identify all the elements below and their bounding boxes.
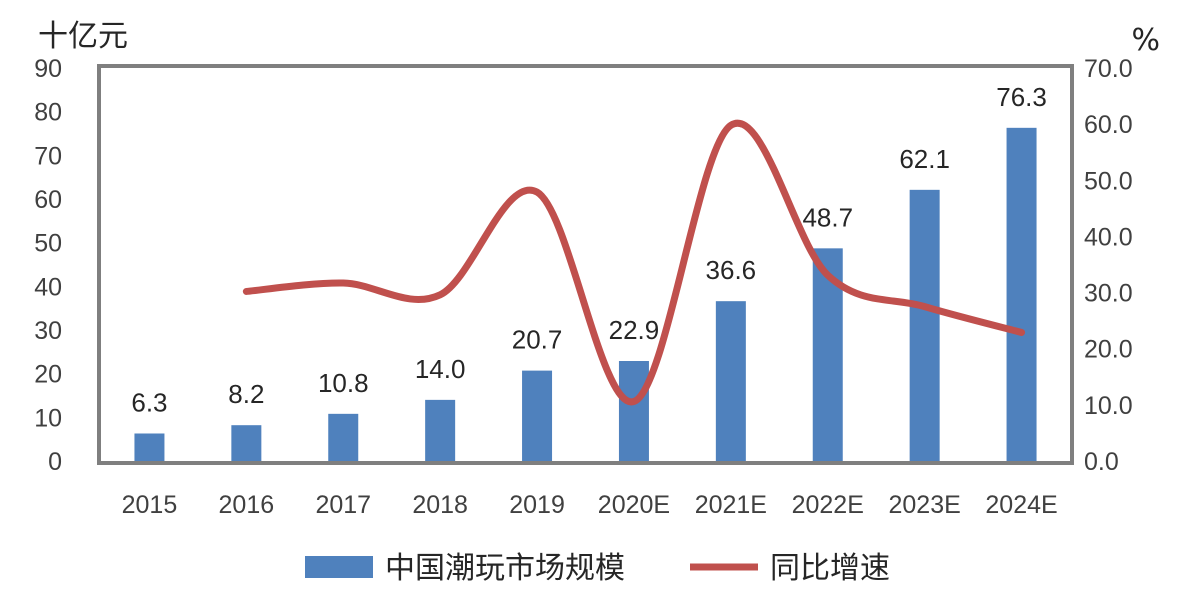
x-tick-label: 2016 bbox=[219, 491, 275, 519]
left-tick-label: 70 bbox=[34, 142, 62, 170]
left-tick-label: 50 bbox=[34, 230, 62, 258]
bar bbox=[134, 433, 165, 461]
right-tick-label: 60.0 bbox=[1084, 111, 1133, 139]
right-tick-label: 40.0 bbox=[1084, 223, 1133, 251]
bar-value-label: 20.7 bbox=[512, 325, 563, 355]
plot-area-border bbox=[97, 64, 1074, 465]
growth-line bbox=[242, 119, 1026, 406]
bar-value-label: 10.8 bbox=[318, 368, 369, 398]
x-tick-label: 2021E bbox=[695, 491, 767, 519]
bar bbox=[1006, 127, 1037, 461]
right-tick-label: 20.0 bbox=[1084, 336, 1133, 364]
legend-line-label: 同比增速 bbox=[770, 551, 890, 586]
left-axis-unit: 十亿元 bbox=[38, 19, 128, 54]
right-tick-label: 30.0 bbox=[1084, 280, 1133, 308]
bar-value-label: 6.3 bbox=[131, 387, 167, 417]
bar-value-label: 14.0 bbox=[415, 354, 466, 384]
bar bbox=[715, 301, 746, 461]
right-axis: 0.0 10.0 20.0 30.0 40.0 50.0 60.0 70.0 bbox=[1084, 55, 1133, 476]
bar-value-label: 48.7 bbox=[802, 202, 853, 232]
x-tick-label: 2018 bbox=[412, 491, 468, 519]
bar-value-label: 22.9 bbox=[609, 315, 660, 345]
bar-value-label: 76.3 bbox=[996, 82, 1047, 112]
left-tick-label: 30 bbox=[34, 317, 62, 345]
legend-bar-swatch bbox=[305, 556, 373, 578]
right-tick-label: 0.0 bbox=[1084, 448, 1119, 476]
right-tick-label: 10.0 bbox=[1084, 392, 1133, 420]
left-tick-label: 90 bbox=[34, 55, 62, 83]
bar bbox=[522, 370, 553, 461]
x-axis: 2015 2016 2017 2018 2019 2020E 2021E 2022E 2023E… bbox=[122, 491, 1058, 519]
bar bbox=[618, 361, 649, 461]
left-tick-label: 40 bbox=[34, 273, 62, 301]
x-tick-label: 2015 bbox=[122, 491, 178, 519]
left-tick-label: 80 bbox=[34, 99, 62, 127]
bar bbox=[328, 413, 359, 461]
left-tick-label: 20 bbox=[34, 361, 62, 389]
bar bbox=[909, 189, 940, 461]
right-tick-label: 70.0 bbox=[1084, 55, 1133, 83]
bar-value-label: 8.2 bbox=[228, 379, 264, 409]
legend-bar-label: 中国潮玩市场规模 bbox=[385, 551, 625, 586]
legend: 中国潮玩市场规模 同比增速 bbox=[305, 551, 890, 586]
x-tick-label: 2024E bbox=[985, 491, 1057, 519]
bar bbox=[231, 425, 262, 461]
left-tick-label: 10 bbox=[34, 404, 62, 432]
right-axis-unit: % bbox=[1131, 23, 1160, 58]
x-tick-label: 2022E bbox=[792, 491, 864, 519]
x-tick-label: 2020E bbox=[598, 491, 670, 519]
bar-value-label: 36.6 bbox=[706, 255, 757, 285]
bar-series bbox=[134, 127, 1037, 461]
left-axis: 0 10 20 30 40 50 60 70 80 90 bbox=[34, 55, 62, 476]
bar bbox=[425, 399, 456, 461]
x-tick-label: 2017 bbox=[315, 491, 371, 519]
bar-data-labels: 6.3 8.2 10.8 14.0 20.7 22.9 36.6 48.7 62.1 76.3 bbox=[131, 82, 1046, 418]
x-tick-label: 2019 bbox=[509, 491, 565, 519]
bar-value-label: 62.1 bbox=[899, 144, 950, 174]
right-tick-label: 50.0 bbox=[1084, 167, 1133, 195]
x-tick-label: 2023E bbox=[889, 491, 961, 519]
left-tick-label: 0 bbox=[48, 448, 62, 476]
left-tick-label: 60 bbox=[34, 186, 62, 214]
